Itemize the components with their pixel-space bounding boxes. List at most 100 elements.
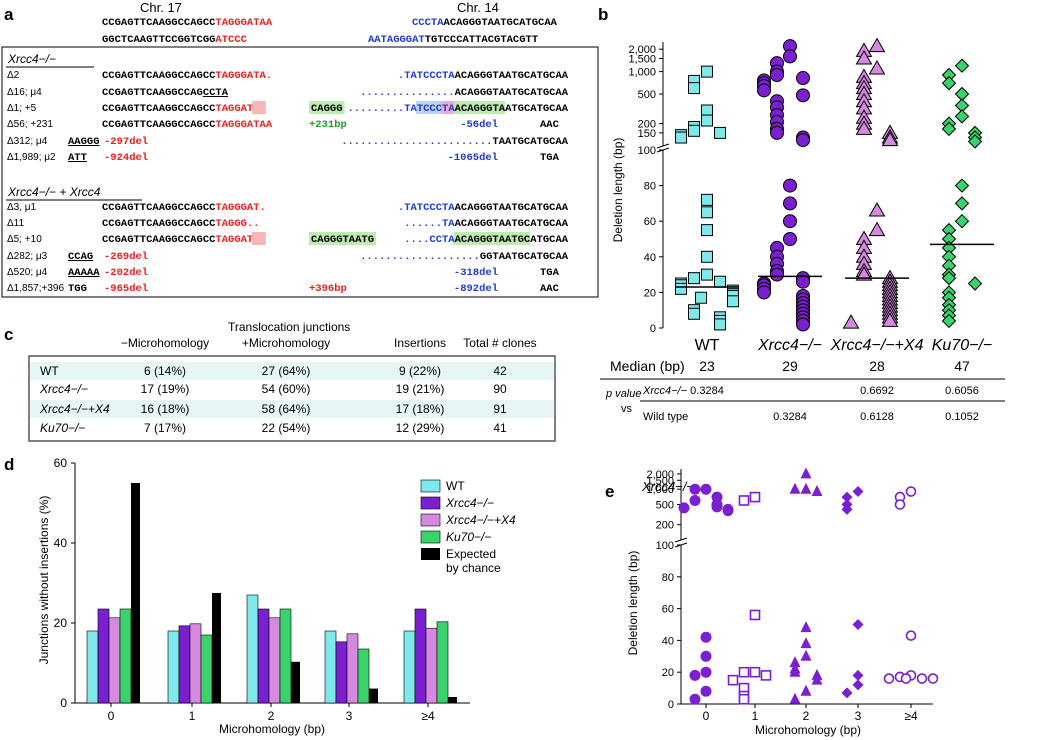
row-label: Δ56; +231: [7, 119, 53, 130]
chr14-seq: TGA: [540, 152, 560, 164]
bar-xrcc4: [97, 608, 110, 704]
tick-label: 60: [644, 216, 656, 228]
data-point: [842, 314, 860, 329]
tick-label: 500: [656, 500, 674, 512]
row-chr17-seq: ATT: [68, 152, 87, 164]
row-chr17-seq: TGG: [68, 283, 87, 295]
seq-span: CCTA: [429, 234, 455, 246]
data-point: [800, 637, 812, 649]
group1-title: Xrcc4−/−: [7, 52, 56, 66]
seq-span: TATCCCTA: [404, 70, 455, 82]
seq-span: GGTAATGCATGCAA: [480, 251, 569, 263]
data-point: [700, 483, 712, 495]
row-chr17-seq: CCGAGTTCAAGGCCAGCCTAGGATAA: [102, 103, 267, 115]
pvalue: 0.3284: [690, 385, 724, 397]
tick-label: 1,500: [646, 475, 674, 487]
data-point: [852, 486, 864, 498]
group-label: Xrcc4−/−+X4: [830, 337, 924, 354]
seq-span: ACAGGGTAATGCATGCAA: [455, 218, 569, 230]
panel-d-xlabel: Microhomology (bp): [219, 722, 325, 736]
seq-span: ...............: [360, 87, 455, 99]
tick-label: 150: [638, 128, 656, 140]
data-point: [789, 656, 801, 668]
bar-xrcc4x4: [425, 627, 438, 704]
legend-swatch: [420, 496, 441, 510]
seq-span: ACAGGGTAATGCATGCAA: [455, 70, 569, 82]
tick-label: 60: [662, 604, 674, 616]
seq-span: TGG: [68, 283, 87, 295]
data-point: [757, 285, 771, 300]
column-header: Insertions: [394, 336, 446, 350]
row-chr14-seq: .........TATCCCTAACAGGGTAATGCATGCAA: [348, 103, 569, 115]
row-chr17-seq: AAGGG: [68, 136, 100, 148]
pvalue: 0.6692: [860, 385, 894, 397]
seq-span: TAGGAT: [215, 103, 253, 115]
bar-xrcc4: [178, 625, 191, 704]
panel-b-stats-table: Median (bp) 23 29 28 47 p value vs Xrcc4−/− Wild…: [600, 358, 1005, 423]
data-point: [688, 272, 700, 285]
data-point: [954, 178, 970, 193]
panel-e-xlabel: Microhomology (bp): [755, 723, 861, 737]
data-point: [714, 126, 726, 139]
panel-a-frame: [1, 46, 599, 298]
seq-span: TAGGG..: [215, 218, 259, 230]
row-chr14-seq: ...............ACAGGGTAATGCATGCAA: [360, 87, 569, 99]
data-point: [796, 133, 810, 148]
data-point: [738, 495, 750, 506]
chr14-deletion: -56del: [460, 119, 498, 131]
tick-label: 1,000: [628, 67, 656, 79]
bar-ku70: [279, 608, 292, 704]
median-value: 23: [699, 358, 715, 374]
data-point: [738, 666, 750, 678]
seq-span: CCGAGTTCAAGGCCAGCC: [102, 218, 216, 230]
data-point: [701, 268, 713, 281]
median-value: 28: [869, 358, 885, 374]
x-tick-label: 1: [752, 709, 759, 723]
data-point: [789, 692, 801, 704]
row-label: Δ2: [7, 70, 20, 81]
data-point: [749, 491, 761, 503]
chr14-deletion: -892del: [454, 283, 498, 295]
seq-span: ACAGGGTA: [455, 103, 506, 115]
data-point: [689, 494, 701, 506]
seq-span: CCGAGTTCAAGGCCAGCC: [102, 119, 216, 131]
chr17-deletion: -965del: [104, 283, 148, 295]
legend-swatch: [421, 548, 440, 560]
legend-swatch: [420, 479, 441, 493]
data-point: [927, 673, 939, 684]
data-point: [675, 131, 687, 144]
row-label: Δ1,989; μ2: [7, 152, 56, 163]
legend-label: Xrcc4−/−+X4: [445, 513, 516, 527]
panel-e: e Xrcc4−/− Deletion length (bp) Microhom…: [605, 467, 939, 737]
data-point: [727, 295, 739, 308]
panel-a: a Chr. 17 Chr. 14 CCGAGTTCAAGGCCAGCCTAGG…: [1, 0, 599, 298]
insertion-seq: CAGGG: [311, 103, 343, 115]
tick-label: 2,000: [628, 44, 656, 56]
legend-swatch: [420, 513, 441, 527]
data-point: [738, 693, 750, 705]
panel-b-ylabel: Deletion length (bp): [611, 138, 625, 243]
bar-xrcc4x4: [108, 617, 121, 704]
data-point: [770, 68, 784, 83]
data-point: [783, 232, 797, 246]
row1-ref: Xrcc4−/−: [642, 385, 688, 397]
panel-d: d Junctions without insertions (%) Micro…: [4, 455, 516, 736]
bar-ku70: [436, 621, 449, 704]
group-label: Ku70−/−: [932, 337, 993, 354]
group-label: Xrcc4−/−: [757, 337, 822, 354]
seq-span: .........: [348, 103, 405, 115]
bar-wt: [167, 630, 180, 704]
seq-span: ACAGGGTAATGCATGCAA: [455, 87, 569, 99]
insertion-highlight: [309, 101, 345, 114]
panel-label-c: c: [4, 325, 13, 344]
seq-span: TAATGCATGCAA: [492, 136, 568, 148]
x-tick-label: ≥4: [904, 709, 918, 723]
insertion-size: +396bp: [309, 283, 347, 295]
chr14-deletion: -318del: [454, 267, 498, 279]
highlight-box: [453, 101, 505, 114]
insertion-seq: CAGGGTAATG: [311, 234, 374, 246]
table-cell: 54 (60%): [262, 382, 311, 396]
data-point: [749, 609, 761, 621]
panel-b: b Deletion length (bp) 0 20 40 60 80 100 15020…: [598, 5, 1005, 423]
